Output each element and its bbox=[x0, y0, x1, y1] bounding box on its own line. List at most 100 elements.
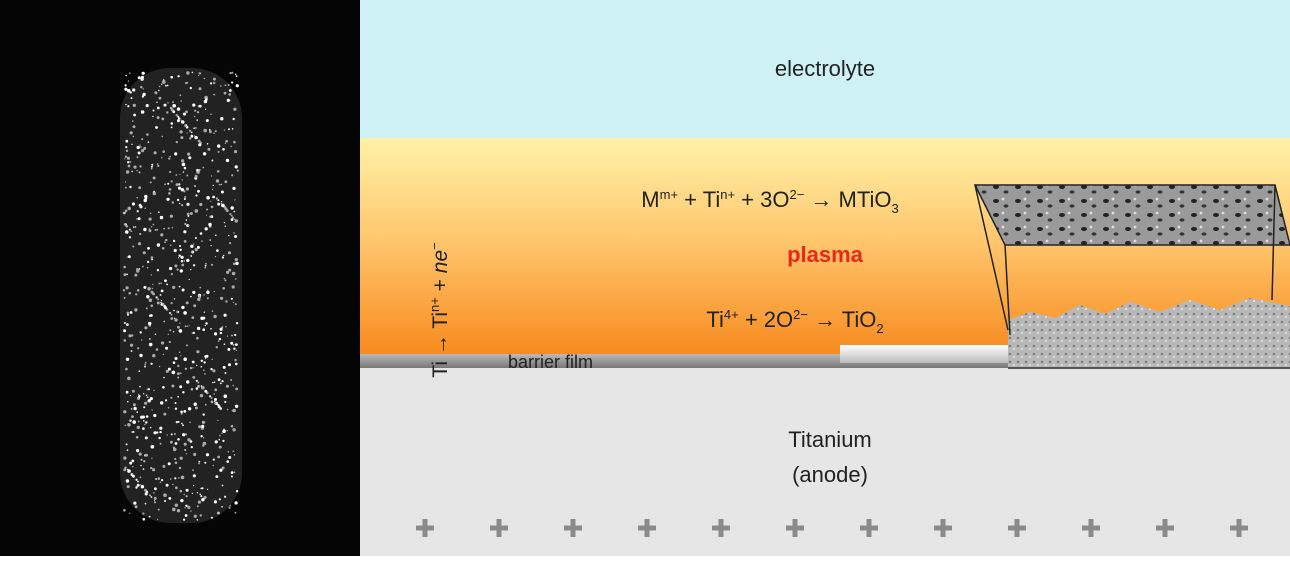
sparkle bbox=[167, 85, 169, 87]
sparkle bbox=[186, 259, 189, 262]
sparkle bbox=[154, 500, 155, 501]
sparkle bbox=[128, 324, 130, 326]
sparkle bbox=[144, 489, 147, 492]
sparkle bbox=[187, 325, 188, 326]
sparkle bbox=[192, 291, 195, 294]
sparkle bbox=[140, 459, 142, 461]
sparkle bbox=[214, 398, 217, 401]
sparkle bbox=[160, 303, 162, 305]
text: ne bbox=[429, 250, 452, 273]
sparkle bbox=[139, 354, 142, 357]
sparkle bbox=[211, 245, 212, 246]
sparkle bbox=[135, 226, 136, 227]
sparkle bbox=[182, 179, 183, 180]
sparkle bbox=[139, 268, 141, 270]
sparkle bbox=[151, 226, 152, 227]
sparkle bbox=[194, 185, 196, 187]
sparkle bbox=[127, 105, 129, 107]
sparkle bbox=[178, 477, 180, 479]
sparkle bbox=[181, 264, 184, 267]
sparkle bbox=[151, 166, 153, 168]
sparkle bbox=[159, 86, 161, 88]
sparkle bbox=[163, 228, 164, 229]
sparkle bbox=[214, 291, 215, 292]
sparkle bbox=[151, 496, 153, 498]
sup: n+ bbox=[427, 297, 442, 312]
sparkle bbox=[139, 205, 142, 208]
sparkle bbox=[222, 287, 225, 290]
sparkle bbox=[220, 332, 222, 334]
sparkle bbox=[149, 494, 151, 496]
sparkle bbox=[173, 448, 176, 451]
sparkle bbox=[142, 266, 144, 268]
sparkle bbox=[143, 228, 146, 231]
sparkle bbox=[171, 127, 173, 129]
sparkle bbox=[138, 152, 141, 155]
sparkle bbox=[207, 143, 209, 145]
sparkle bbox=[133, 114, 136, 117]
sparkle bbox=[192, 332, 194, 334]
sparkle bbox=[164, 306, 167, 309]
sparkle bbox=[171, 180, 173, 182]
sparkle bbox=[198, 296, 201, 299]
sparkle bbox=[131, 415, 134, 418]
sparkle bbox=[172, 104, 176, 108]
sparkle bbox=[184, 449, 186, 451]
text: Ti → Ti bbox=[429, 312, 452, 378]
sparkle bbox=[129, 236, 131, 238]
sparkle bbox=[157, 302, 160, 305]
sparkle bbox=[201, 425, 204, 428]
sparkle bbox=[205, 263, 207, 265]
sparkle bbox=[156, 431, 158, 433]
sparkle bbox=[189, 279, 190, 280]
sparkle bbox=[186, 187, 189, 190]
sparkle bbox=[203, 361, 205, 363]
sparkle bbox=[142, 427, 145, 430]
sparkle bbox=[138, 242, 141, 245]
sparkle bbox=[219, 446, 222, 449]
sparkle bbox=[140, 86, 142, 88]
sparkle bbox=[224, 278, 226, 280]
sparkle bbox=[201, 498, 204, 501]
sparkle bbox=[160, 302, 161, 303]
sparkle bbox=[177, 116, 179, 118]
sparkle bbox=[176, 114, 178, 116]
sparkle bbox=[171, 273, 173, 275]
sparkle bbox=[236, 350, 237, 351]
sparkle bbox=[218, 341, 219, 342]
sparkle bbox=[206, 215, 207, 216]
sparkle bbox=[145, 436, 148, 439]
sparkle bbox=[154, 431, 157, 434]
sparkle bbox=[217, 513, 218, 514]
sparkle bbox=[177, 377, 179, 379]
sparkle bbox=[143, 420, 145, 422]
sparkle bbox=[149, 338, 151, 340]
sparkle bbox=[132, 390, 135, 393]
sparkle bbox=[132, 120, 134, 122]
sparkle bbox=[130, 395, 131, 396]
sparkle bbox=[147, 267, 149, 269]
sparkle bbox=[199, 105, 202, 108]
sparkle bbox=[196, 387, 199, 390]
sparkle bbox=[143, 251, 146, 254]
sparkle bbox=[168, 497, 171, 500]
sparkle bbox=[173, 361, 176, 364]
sparkle bbox=[171, 433, 173, 435]
sparkle bbox=[233, 344, 235, 346]
sparkle bbox=[136, 436, 139, 439]
sparkle bbox=[168, 368, 171, 371]
sparkle bbox=[145, 421, 147, 423]
sparkle bbox=[151, 291, 154, 294]
sparkle bbox=[195, 209, 199, 213]
sparkle bbox=[235, 512, 237, 514]
plasma-label: plasma bbox=[787, 242, 864, 267]
sparkle bbox=[128, 292, 131, 295]
sparkle bbox=[125, 368, 128, 371]
sparkle bbox=[225, 300, 227, 302]
sparkle bbox=[221, 506, 223, 508]
sparkle bbox=[123, 410, 126, 413]
sparkle bbox=[175, 402, 177, 404]
sparkle bbox=[231, 215, 233, 217]
sparkle bbox=[138, 370, 140, 372]
sparkle bbox=[225, 143, 226, 144]
